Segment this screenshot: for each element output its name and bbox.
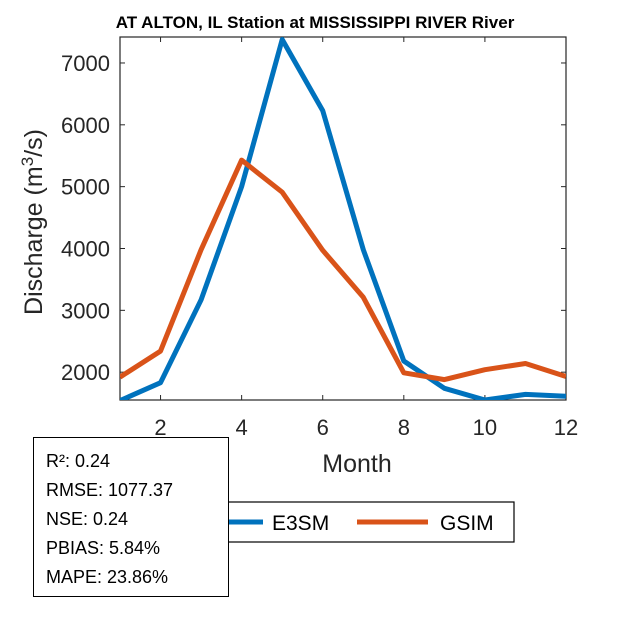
x-tick-label: 6 — [317, 415, 329, 440]
legend-label-gsim: GSIM — [440, 512, 494, 535]
x-tick-label: 12 — [554, 415, 578, 440]
x-tick-label: 2 — [154, 415, 166, 440]
y-tick-label: 5000 — [61, 175, 110, 200]
chart-title: AT ALTON, IL Station at MISSISSIPPI RIVE… — [116, 13, 515, 32]
y-tick-label: 7000 — [61, 51, 110, 76]
x-tick-label: 4 — [236, 415, 248, 440]
y-tick-label: 6000 — [61, 113, 110, 138]
axes-box — [119, 36, 567, 401]
series-line-e3sm — [120, 37, 566, 400]
stats-annotation-box: R²: 0.24 RMSE: 1077.37 NSE: 0.24 PBIAS: … — [33, 437, 229, 597]
legend: E3SM GSIM — [209, 501, 515, 543]
y-tick-label: 4000 — [61, 236, 110, 261]
y-tick-label: 2000 — [61, 360, 110, 385]
x-tick-label: 8 — [398, 415, 410, 440]
stat-rmse: RMSE: 1077.37 — [46, 480, 174, 500]
y-axis-label: Discharge (m3/s) — [18, 129, 48, 315]
y-axis-label-pre: Discharge (m — [20, 166, 48, 315]
stat-pbias: PBIAS: 5.84% — [46, 538, 161, 558]
stat-nse: NSE: 0.24 — [46, 509, 129, 529]
series-line-gsim — [120, 157, 566, 383]
plot-area: 2 4 6 8 10 12 2000 3000 4000 5000 6000 7000 — [61, 36, 578, 440]
stat-r2: R²: 0.24 — [46, 451, 111, 471]
stat-mape: MAPE: 23.86% — [46, 567, 169, 587]
y-axis-label-post: /s) — [20, 129, 48, 157]
legend-label-e3sm: E3SM — [272, 512, 329, 535]
x-axis-label: Month — [322, 450, 391, 478]
x-tick-label: 10 — [473, 415, 497, 440]
y-tick-label: 3000 — [61, 298, 110, 323]
y-axis-label-sup: 3 — [18, 157, 37, 166]
